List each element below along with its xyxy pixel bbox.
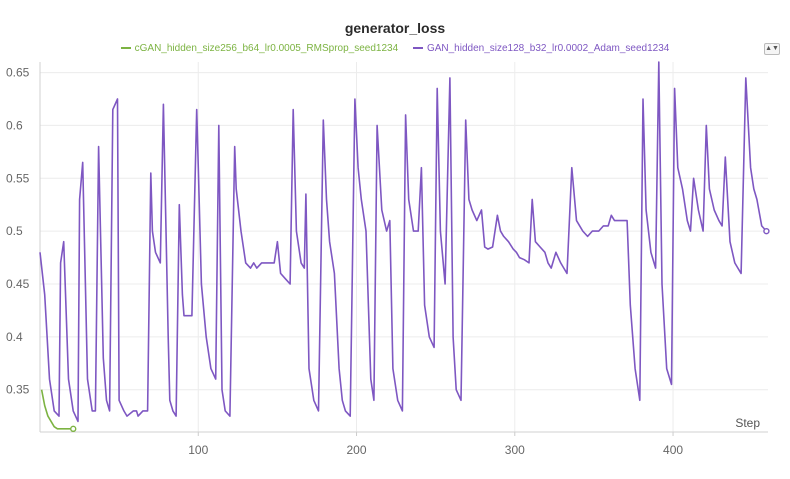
- legend-item-series-1[interactable]: GAN_hidden_size128_b32_lr0.0002_Adam_see…: [412, 43, 670, 54]
- series-endpoint-0: [70, 425, 77, 433]
- x-axis-title: Step: [735, 416, 760, 430]
- series-line-1[interactable]: [39, 61, 767, 423]
- chart-title: generator_loss: [344, 20, 446, 36]
- legend-swatch-series-0: [120, 47, 131, 50]
- legend-label-series-1: GAN_hidden_size128_b32_lr0.0002_Adam_see…: [426, 43, 670, 54]
- legend-swatch-series-1: [412, 47, 423, 50]
- series-endpoint-1: [763, 227, 770, 235]
- y-tick-label: 0.35: [6, 383, 30, 397]
- series-line-0[interactable]: [40, 389, 74, 430]
- legend[interactable]: cGAN_hidden_size256_b64_lr0.0005_RMSprop…: [0, 43, 790, 54]
- legend-expand-icon[interactable]: ▲▼: [764, 43, 780, 55]
- y-tick-label: 0.45: [6, 277, 30, 291]
- x-tick-label: 200: [347, 443, 367, 457]
- y-tick-label: 0.4: [6, 330, 23, 344]
- x-tick-label: 100: [188, 443, 208, 457]
- axes: [39, 62, 768, 436]
- y-tick-label: 0.55: [6, 171, 30, 185]
- y-tick-label: 0.6: [6, 118, 23, 132]
- series-layer: [39, 61, 770, 433]
- legend-label-series-0: cGAN_hidden_size256_b64_lr0.0005_RMSprop…: [134, 43, 399, 54]
- x-tick-label: 300: [505, 443, 525, 457]
- x-tick-label: 400: [663, 443, 683, 457]
- legend-item-series-0[interactable]: cGAN_hidden_size256_b64_lr0.0005_RMSprop…: [120, 43, 399, 54]
- y-tick-label: 0.5: [6, 224, 23, 238]
- tick-labels: 0.35 0.4 0.45 0.5 0.55 0.6 0.65 100 200 300 400: [6, 66, 683, 457]
- y-tick-label: 0.65: [6, 66, 30, 80]
